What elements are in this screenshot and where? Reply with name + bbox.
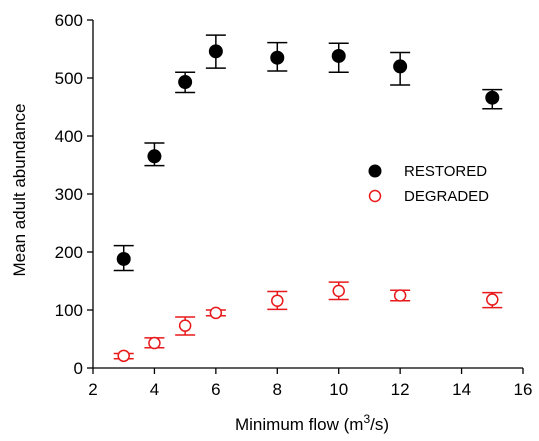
y-tick-label: 500 — [55, 69, 83, 88]
x-tick-label: 10 — [329, 380, 348, 399]
legend-label: DEGRADED — [404, 188, 489, 205]
x-tick-label: 12 — [391, 380, 410, 399]
y-tick-label: 200 — [55, 243, 83, 262]
axes: 0 100 200 300 400 500 600 2 4 6 8 10 12 14 16 Minimum f… — [10, 11, 532, 434]
data-point — [487, 294, 498, 305]
data-point — [272, 295, 283, 306]
series-degraded — [114, 282, 503, 361]
x-tick-label: 14 — [452, 380, 471, 399]
legend-label: RESTORED — [404, 163, 487, 180]
data-point — [394, 60, 407, 73]
legend-marker — [370, 191, 381, 202]
data-point — [395, 290, 406, 301]
data-point — [118, 350, 129, 361]
y-tick-label: 600 — [55, 11, 83, 30]
data-point — [271, 51, 284, 64]
y-axis-title: Mean adult abundance — [10, 104, 29, 277]
data-point — [149, 338, 160, 349]
y-tick-label: 400 — [55, 127, 83, 146]
data-point — [117, 252, 130, 265]
x-tick-label: 6 — [211, 380, 220, 399]
data-point — [148, 150, 161, 163]
y-tick-label: 300 — [55, 185, 83, 204]
legend-marker — [369, 165, 382, 178]
data-point — [210, 307, 221, 318]
legend-item-degraded: DEGRADED — [370, 188, 490, 205]
legend-item-restored: RESTORED — [369, 163, 488, 180]
data-point — [179, 76, 192, 89]
y-tick-label: 100 — [55, 301, 83, 320]
data-point — [486, 91, 499, 104]
x-axis-title: Minimum flow (m3/s) — [235, 412, 389, 434]
x-tick-label: 2 — [88, 380, 97, 399]
data-point — [209, 45, 222, 58]
x-tick-label: 8 — [273, 380, 282, 399]
x-tick-label: 4 — [150, 380, 159, 399]
data-point — [333, 285, 344, 296]
series-restored — [114, 35, 503, 270]
data-point — [332, 49, 345, 62]
legend: RESTORED DEGRADED — [369, 163, 490, 205]
x-tick-label: 16 — [514, 380, 533, 399]
y-tick-label: 0 — [74, 359, 83, 378]
data-point — [180, 320, 191, 331]
